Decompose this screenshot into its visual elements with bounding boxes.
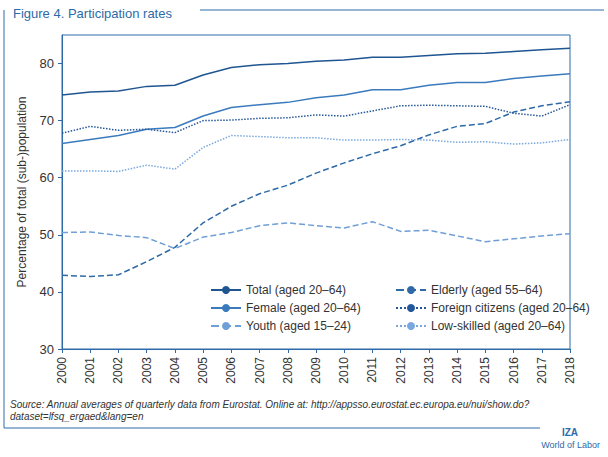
svg-text:60: 60 [40,170,54,185]
svg-text:2018: 2018 [563,357,577,384]
svg-text:Total (aged 20–64): Total (aged 20–64) [246,283,346,297]
svg-text:Female (aged 20–64): Female (aged 20–64) [246,301,361,315]
svg-text:30: 30 [40,342,54,357]
svg-text:2006: 2006 [224,357,238,384]
svg-text:Source: Annual averages of qua: Source: Annual averages of quarterly dat… [10,399,530,410]
svg-text:2007: 2007 [253,357,267,384]
svg-text:Percentage of total (sub-)popu: Percentage of total (sub-)population [15,97,29,288]
svg-text:2008: 2008 [281,357,295,384]
svg-text:2017: 2017 [535,357,549,384]
svg-text:2005: 2005 [196,357,210,384]
svg-text:Low-skilled (aged 20–64): Low-skilled (aged 20–64) [431,319,565,333]
svg-text:IZA: IZA [562,427,578,438]
svg-text:Foreign citizens (aged 20–64): Foreign citizens (aged 20–64) [431,301,590,315]
svg-text:Elderly (aged 55–64): Elderly (aged 55–64) [431,283,542,297]
svg-text:2015: 2015 [478,357,492,384]
svg-text:dataset=lfsq_ergaed&lang=en: dataset=lfsq_ergaed&lang=en [10,411,144,422]
svg-text:50: 50 [40,227,54,242]
svg-text:80: 80 [40,56,54,71]
svg-text:2002: 2002 [111,357,125,384]
svg-text:2009: 2009 [309,357,323,384]
svg-text:2012: 2012 [394,357,408,384]
svg-text:Figure 4. Participation rates: Figure 4. Participation rates [13,6,172,21]
svg-text:2001: 2001 [83,357,97,384]
svg-text:World of Labor: World of Labor [541,440,600,450]
svg-text:2004: 2004 [168,357,182,384]
svg-text:2011: 2011 [365,357,379,383]
svg-text:2016: 2016 [507,357,521,384]
svg-text:70: 70 [40,113,54,128]
svg-text:Youth (aged 15–24): Youth (aged 15–24) [246,319,351,333]
svg-text:40: 40 [40,284,54,299]
svg-text:2010: 2010 [337,357,351,384]
svg-text:2013: 2013 [422,357,436,384]
svg-text:2014: 2014 [450,357,464,384]
svg-text:2003: 2003 [140,357,154,384]
svg-text:2000: 2000 [55,357,69,384]
